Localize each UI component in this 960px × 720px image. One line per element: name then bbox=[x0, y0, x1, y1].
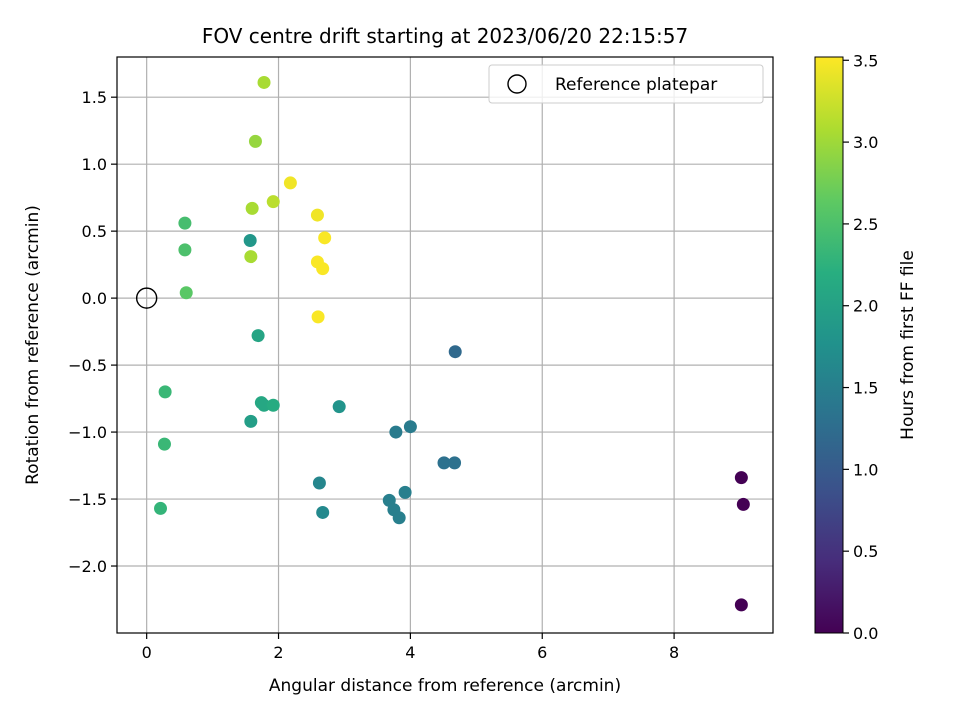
scatter-point bbox=[392, 511, 406, 525]
scatter-point bbox=[244, 414, 258, 428]
colorbar-tick-label: 3.0 bbox=[853, 133, 878, 152]
y-tick-label: 0.5 bbox=[82, 222, 107, 241]
grid-lines bbox=[117, 57, 773, 633]
y-tick-label: −1.5 bbox=[68, 490, 107, 509]
colorbar-tick-label: 0.5 bbox=[853, 542, 878, 561]
x-tick-label: 8 bbox=[669, 643, 679, 662]
scatter-point bbox=[389, 425, 403, 439]
scatter-point bbox=[266, 195, 280, 209]
scatter-point bbox=[157, 437, 171, 451]
scatter-point bbox=[266, 398, 280, 412]
x-axis-label: Angular distance from reference (arcmin) bbox=[269, 676, 621, 696]
colorbar-gradient bbox=[814, 56, 844, 634]
x-tick-label: 4 bbox=[405, 643, 415, 662]
scatter-point bbox=[311, 310, 325, 324]
scatter-point bbox=[178, 216, 192, 230]
colorbar: 0.0 0.5 1.0 1.5 2.0 2.5 3.0 3.5 Hours from firs… bbox=[814, 51, 918, 643]
legend-reference-marker bbox=[507, 74, 527, 94]
scatter-point bbox=[398, 485, 412, 499]
scatter-point bbox=[448, 345, 462, 359]
scatter-point bbox=[310, 208, 324, 222]
scatter-point bbox=[316, 262, 330, 276]
y-tick-label: −1.0 bbox=[68, 423, 107, 442]
scatter-point bbox=[736, 497, 750, 511]
y-tick-label: −0.5 bbox=[68, 356, 107, 375]
colorbar-tick-label: 2.5 bbox=[853, 215, 878, 234]
scatter-point bbox=[283, 176, 297, 190]
scatter-point bbox=[332, 400, 346, 414]
colorbar-tick-label: 2.0 bbox=[853, 297, 878, 316]
colorbar-tick-label: 0.0 bbox=[853, 624, 878, 643]
x-tick-label: 6 bbox=[537, 643, 547, 662]
chart-title: FOV centre drift starting at 2023/06/20 … bbox=[202, 24, 688, 48]
scatter-point bbox=[243, 234, 257, 248]
y-tick-label: 1.0 bbox=[82, 155, 107, 174]
y-tick-label: −2.0 bbox=[68, 557, 107, 576]
scatter-point bbox=[179, 286, 193, 300]
scatter-point bbox=[403, 420, 417, 434]
scatter-point bbox=[154, 501, 168, 515]
scatter-point bbox=[158, 385, 172, 399]
colorbar-tick-label: 1.5 bbox=[853, 379, 878, 398]
plot-frame bbox=[116, 56, 774, 634]
scatter-point bbox=[316, 505, 330, 519]
colorbar-tick-label: 3.5 bbox=[853, 51, 878, 70]
legend-box bbox=[488, 64, 764, 104]
colorbar-tick-label: 1.0 bbox=[853, 460, 878, 479]
scatter-point bbox=[448, 456, 462, 470]
scatter-point bbox=[244, 250, 258, 264]
scatter-point bbox=[318, 231, 332, 245]
scatter-point bbox=[248, 134, 262, 148]
x-tick-label: 2 bbox=[273, 643, 283, 662]
x-axis-ticks: 0 2 4 6 8 bbox=[142, 633, 679, 662]
scatter-point bbox=[245, 201, 259, 215]
data-points bbox=[154, 75, 750, 612]
scatter-point bbox=[312, 476, 326, 490]
legend-label: Reference platepar bbox=[555, 75, 717, 95]
y-tick-label: 1.5 bbox=[82, 88, 107, 107]
scatter-point bbox=[257, 398, 271, 412]
x-tick-label: 0 bbox=[142, 643, 152, 662]
y-axis-label: Rotation from reference (arcmin) bbox=[23, 205, 43, 485]
legend: Reference platepar bbox=[488, 64, 764, 104]
reference-marker-layer bbox=[135, 287, 158, 309]
y-tick-label: 0.0 bbox=[82, 289, 107, 308]
reference-platepar-marker bbox=[135, 287, 158, 309]
colorbar-label: Hours from first FF file bbox=[898, 250, 918, 440]
scatter-point bbox=[257, 75, 271, 89]
scatter-point bbox=[178, 243, 192, 257]
scatter-point bbox=[437, 456, 451, 470]
colorbar-ticks: 0.0 0.5 1.0 1.5 2.0 2.5 3.0 3.5 bbox=[843, 51, 878, 643]
scatter-point bbox=[734, 471, 748, 485]
scatter-point bbox=[251, 329, 265, 343]
scatter-point bbox=[734, 598, 748, 612]
y-axis-ticks: 1.5 1.0 0.5 0.0 −0.5 −1.0 −1.5 −2.0 bbox=[68, 88, 117, 576]
